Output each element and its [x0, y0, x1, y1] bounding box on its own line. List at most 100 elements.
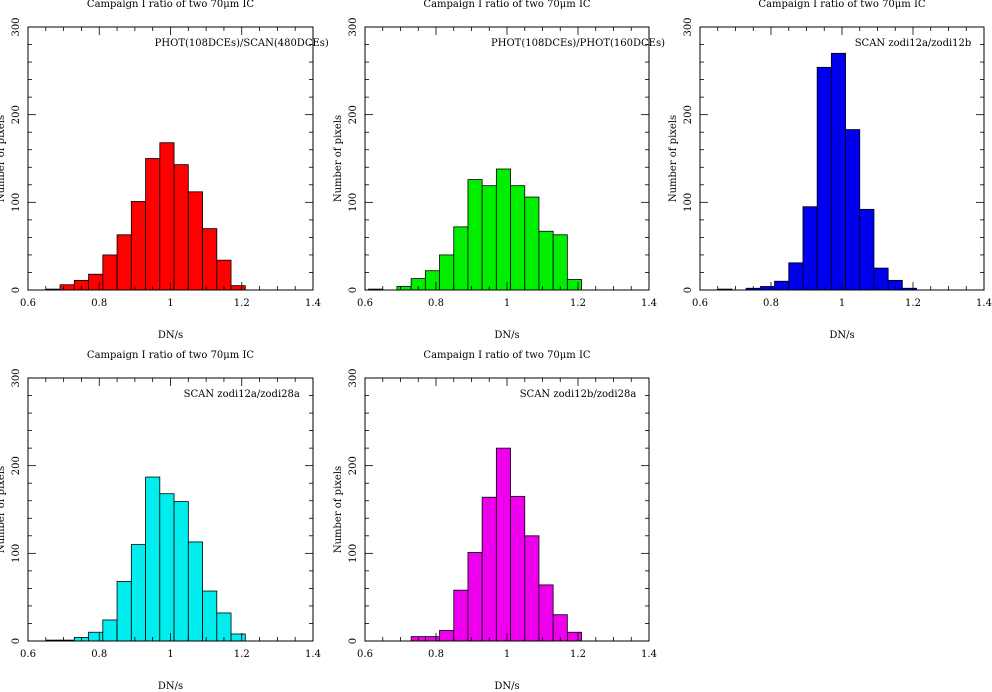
x-axis-label: DN/s	[494, 330, 519, 341]
y-tick-label: 300	[11, 17, 22, 36]
histogram-bar	[453, 226, 469, 291]
histogram-bar	[816, 66, 832, 291]
x-tick-label: 1	[504, 649, 510, 660]
histogram-bar	[145, 476, 161, 642]
y-tick-label: 200	[348, 105, 359, 124]
histogram-panel-4: 0.6 0.8 1 1.2 1.4 0 100 200 300 Campaign I ratio …	[0, 350, 321, 692]
series-annotation: SCAN zodi12a/zodi28a	[184, 389, 300, 400]
x-tick-label: 1.2	[570, 649, 586, 660]
x-tick-label: 0.8	[91, 649, 107, 660]
histogram-bar	[424, 636, 440, 642]
histogram-bar	[59, 284, 75, 291]
histogram-bar	[566, 279, 582, 291]
y-tick-label: 100	[348, 193, 359, 212]
x-tick-label: 1.4	[641, 649, 657, 660]
y-axis-label: Number of pixels	[333, 115, 344, 202]
histogram-bar	[88, 631, 104, 642]
histogram-bar	[187, 541, 203, 642]
histogram-bar	[102, 619, 118, 642]
histogram-panel-2: 0.6 0.8 1 1.2 1.4 0 100 200 300 Campaign I ratio …	[333, 0, 665, 341]
x-tick-label: 0.6	[357, 298, 373, 309]
histogram-panel-1: 0.6 0.8 1 1.2 1.4 0 100 200 300 Campaign I ratio …	[0, 0, 329, 341]
histogram-bar	[439, 630, 455, 642]
histogram-bar	[145, 158, 161, 291]
chart-title: Campaign I ratio of two 70μm IC	[758, 0, 925, 10]
histogram-panel-3: 0.6 0.8 1 1.2 1.4 0 100 200 300 Campaign I ratio …	[668, 0, 992, 341]
histogram-bar	[88, 273, 104, 291]
y-tick-label: 0	[348, 287, 359, 293]
histogram-bar	[230, 285, 246, 291]
histogram-bar	[130, 201, 146, 291]
x-tick-label: 0.8	[763, 298, 779, 309]
y-axis-label: Number of pixels	[668, 115, 679, 202]
histogram-bar	[116, 234, 132, 291]
histogram-bar	[230, 633, 246, 642]
x-axis-label: DN/s	[494, 681, 519, 692]
y-tick-label: 0	[11, 287, 22, 293]
histogram-bar	[538, 584, 554, 642]
x-tick-label: 0.6	[692, 298, 708, 309]
histogram-bar	[202, 228, 218, 291]
x-tick-label: 1	[167, 298, 173, 309]
series-annotation: SCAN zodi12b/zodi28a	[520, 389, 637, 400]
histogram-bar	[187, 191, 203, 291]
histogram-bar	[774, 280, 790, 291]
histogram-bar	[173, 164, 189, 291]
y-tick-label: 0	[11, 638, 22, 644]
x-tick-label: 0.8	[428, 298, 444, 309]
histogram-bar	[552, 234, 568, 291]
y-tick-label: 0	[683, 287, 694, 293]
series-annotation: PHOT(108DCEs)/PHOT(160DCEs)	[491, 38, 665, 49]
histogram-bar	[538, 230, 554, 291]
histogram-bar	[830, 52, 846, 291]
histogram-bar	[116, 580, 132, 642]
y-axis-label: Number of pixels	[0, 115, 7, 202]
x-tick-label: 1	[167, 649, 173, 660]
y-axis-label: Number of pixels	[0, 466, 7, 553]
x-axis-label: DN/s	[158, 681, 183, 692]
histogram-bar	[202, 590, 218, 642]
histogram-bar	[859, 208, 875, 291]
histogram-bar	[159, 493, 175, 642]
histogram-bar	[524, 535, 540, 642]
histogram-bar	[467, 179, 483, 291]
y-tick-label: 100	[683, 193, 694, 212]
chart-title: Campaign I ratio of two 70μm IC	[87, 350, 254, 361]
x-tick-label: 0.6	[20, 298, 36, 309]
x-tick-label: 1.2	[234, 298, 250, 309]
y-tick-label: 300	[11, 368, 22, 387]
chart-title: Campaign I ratio of two 70μm IC	[87, 0, 254, 10]
histogram-bar	[788, 262, 804, 291]
y-axis-label: Number of pixels	[333, 466, 344, 553]
histogram-bar	[481, 496, 497, 642]
histogram-bar	[173, 501, 189, 642]
x-tick-label: 1.4	[641, 298, 657, 309]
y-tick-label: 100	[11, 544, 22, 563]
chart-title: Campaign I ratio of two 70μm IC	[423, 0, 590, 10]
histogram-bar	[802, 206, 818, 291]
histogram-bar	[130, 544, 146, 642]
y-tick-label: 300	[683, 17, 694, 36]
histogram-bar	[216, 259, 232, 291]
y-tick-label: 0	[348, 638, 359, 644]
x-tick-label: 1.2	[570, 298, 586, 309]
histogram-bar	[159, 142, 175, 291]
histogram-bar	[424, 270, 440, 291]
x-tick-label: 0.8	[428, 649, 444, 660]
y-tick-label: 200	[11, 105, 22, 124]
histogram-bar	[845, 129, 861, 291]
x-axis-label: DN/s	[158, 330, 183, 341]
x-tick-label: 0.8	[91, 298, 107, 309]
series-annotation: PHOT(108DCEs)/SCAN(480DCEs)	[155, 38, 329, 49]
x-tick-label: 1	[839, 298, 845, 309]
histogram-bar	[439, 254, 455, 291]
histogram-bar	[759, 286, 775, 291]
histogram-bar	[510, 495, 526, 642]
chart-title: Campaign I ratio of two 70μm IC	[423, 350, 590, 361]
x-tick-label: 1.4	[305, 298, 321, 309]
series-annotation: SCAN zodi12a/zodi12b	[855, 38, 972, 49]
x-tick-label: 0.6	[357, 649, 373, 660]
histogram-bar	[495, 447, 511, 642]
histogram-bar	[102, 254, 118, 291]
histogram-bar	[566, 631, 582, 642]
